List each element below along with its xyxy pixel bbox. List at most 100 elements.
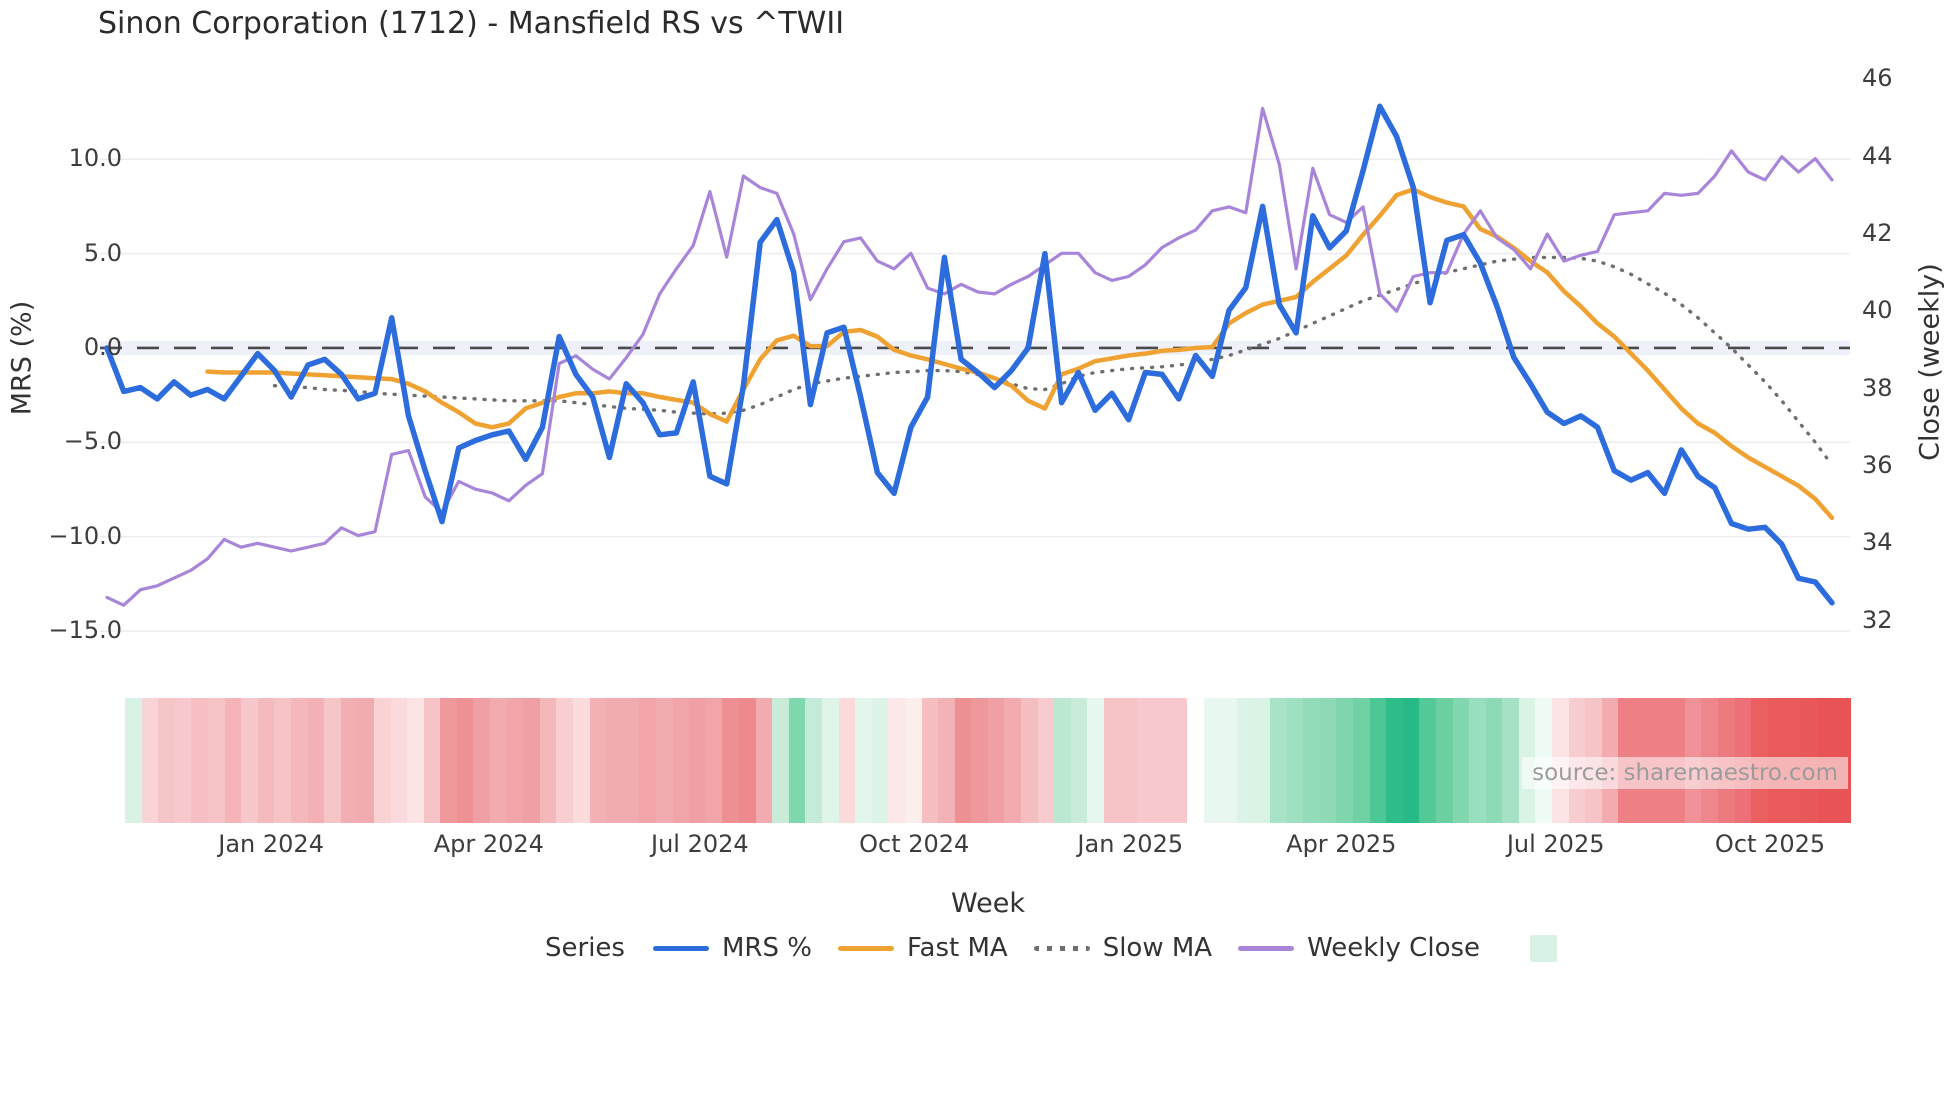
fast-ma-line-swatch [837, 945, 894, 951]
right-y-tick-label: 42 [1862, 219, 1893, 247]
heatmap-cell [257, 698, 275, 823]
heatmap-cell [141, 698, 159, 823]
heatmap-cell [539, 698, 557, 823]
legend-item-label: Slow MA [1102, 933, 1213, 963]
heatmap-cell [938, 698, 955, 823]
heatmap-cell [224, 698, 242, 823]
zero-band [100, 340, 1850, 355]
heatmap-cell [1104, 698, 1121, 823]
heatmap-cell [689, 698, 706, 823]
heatmap-cell [755, 698, 773, 823]
heatmap-cell [1303, 698, 1320, 823]
heatmap-cell [987, 698, 1005, 823]
heatmap-cell [1485, 698, 1503, 823]
heatmap-cell [1336, 698, 1353, 823]
source-note: source: sharemaestro.com [1522, 757, 1848, 789]
heatmap-cell [772, 698, 789, 823]
heatmap-cell [1253, 698, 1270, 823]
x-tick-label: Apr 2024 [433, 830, 544, 858]
heatmap-cell [855, 698, 872, 823]
heatmap-cell [456, 698, 474, 823]
x-tick-label: Oct 2024 [859, 830, 970, 858]
heatmap-cell [805, 698, 822, 823]
slow-ma-dotted-swatch [1033, 945, 1090, 951]
weekly-close-line [105, 106, 1834, 607]
heatmap-cell [1502, 698, 1519, 823]
heatmap-cell [1070, 698, 1088, 823]
right-y-tick-label: 38 [1862, 373, 1893, 402]
heatmap-cell [324, 698, 341, 823]
heatmap-cell [1054, 698, 1071, 823]
heatmap-cell [821, 698, 839, 823]
heatmap-cell [158, 698, 175, 823]
heatmap-cell [888, 698, 905, 823]
heatmap-cell [838, 698, 856, 823]
heatmap-cell [241, 698, 258, 823]
right-y-tick-label: 40 [1862, 296, 1893, 325]
legend-item-label: Weekly Close [1307, 933, 1481, 963]
right-y-tick-label: 34 [1862, 528, 1893, 557]
heatmap-cell [954, 698, 972, 823]
mrs-line [104, 103, 1835, 606]
heatmap-cell [1037, 698, 1055, 823]
heatmap-cell [788, 698, 806, 823]
heatmap-cell [971, 698, 988, 823]
left-y-tick-label: 0.0 [83, 332, 122, 361]
left-y-tick-label: 5.0 [83, 238, 122, 267]
legend-item-slow-ma: Slow MA [1033, 933, 1213, 963]
heatmap-cell [1170, 698, 1187, 823]
heatmap-cell [274, 698, 291, 823]
right-y-tick-label: 36 [1862, 450, 1893, 479]
heatmap-cell [1203, 698, 1221, 823]
heatmap-cell [207, 698, 225, 823]
heatmap-cell [1286, 698, 1304, 823]
fast-ma-line [205, 187, 1835, 521]
heatmap-cell [1187, 698, 1204, 823]
heatmap-cell [1435, 698, 1453, 823]
heatmap-cell [1352, 698, 1370, 823]
heatmap-cell [1419, 698, 1436, 823]
heatmap-cell [1004, 698, 1022, 823]
heatmap-cell [191, 698, 208, 823]
heatmap-cell [1236, 698, 1254, 823]
x-axis-title: Week [951, 888, 1025, 919]
heatmap-cell [174, 698, 192, 823]
heatmap-strip [125, 698, 1851, 823]
right-y-tick-label: 46 [1862, 64, 1893, 93]
heatmap-cell [871, 698, 889, 823]
heatmap-cell [390, 698, 408, 823]
legend-item-weekly-close: Weekly Close [1238, 933, 1480, 963]
mrs-line-swatch [652, 945, 709, 951]
legend: Series MRS % Fast MA Slow MA Weekly Clos… [545, 933, 1558, 963]
heatmap-cell [606, 698, 623, 823]
left-y-tick-label: 10.0 [68, 144, 122, 173]
x-tick-label: Jan 2024 [218, 830, 324, 858]
heatmap-cell [1469, 698, 1486, 823]
heatmap-cell [672, 698, 690, 823]
heatmap-legend-swatch [1530, 934, 1558, 962]
heatmap-cell [705, 698, 723, 823]
x-tick-label: Jul 2024 [651, 830, 749, 858]
heatmap-cell [904, 698, 922, 823]
legend-title: Series [545, 933, 625, 963]
heatmap-cell [490, 698, 507, 823]
heatmap-cell [357, 698, 374, 823]
heatmap-cell [1137, 698, 1154, 823]
heatmap-cell [1402, 698, 1420, 823]
heatmap-cell [1220, 698, 1237, 823]
legend-item-label: MRS % [721, 933, 812, 963]
x-tick-label: Jul 2025 [1506, 830, 1605, 858]
heatmap-cell [373, 698, 391, 823]
x-tick-label: Jan 2025 [1077, 830, 1184, 858]
heatmap-cell [523, 698, 540, 823]
heatmap-cell [589, 698, 607, 823]
left-y-tick-label: −10.0 [48, 521, 122, 550]
right-y-tick-label: 32 [1862, 605, 1893, 634]
heatmap-cell [473, 698, 491, 823]
heatmap-cell [556, 698, 574, 823]
heatmap-cell [656, 698, 673, 823]
legend-item-label: Fast MA [906, 933, 1008, 963]
heatmap-cell [440, 698, 457, 823]
heatmap-cell [340, 698, 358, 823]
